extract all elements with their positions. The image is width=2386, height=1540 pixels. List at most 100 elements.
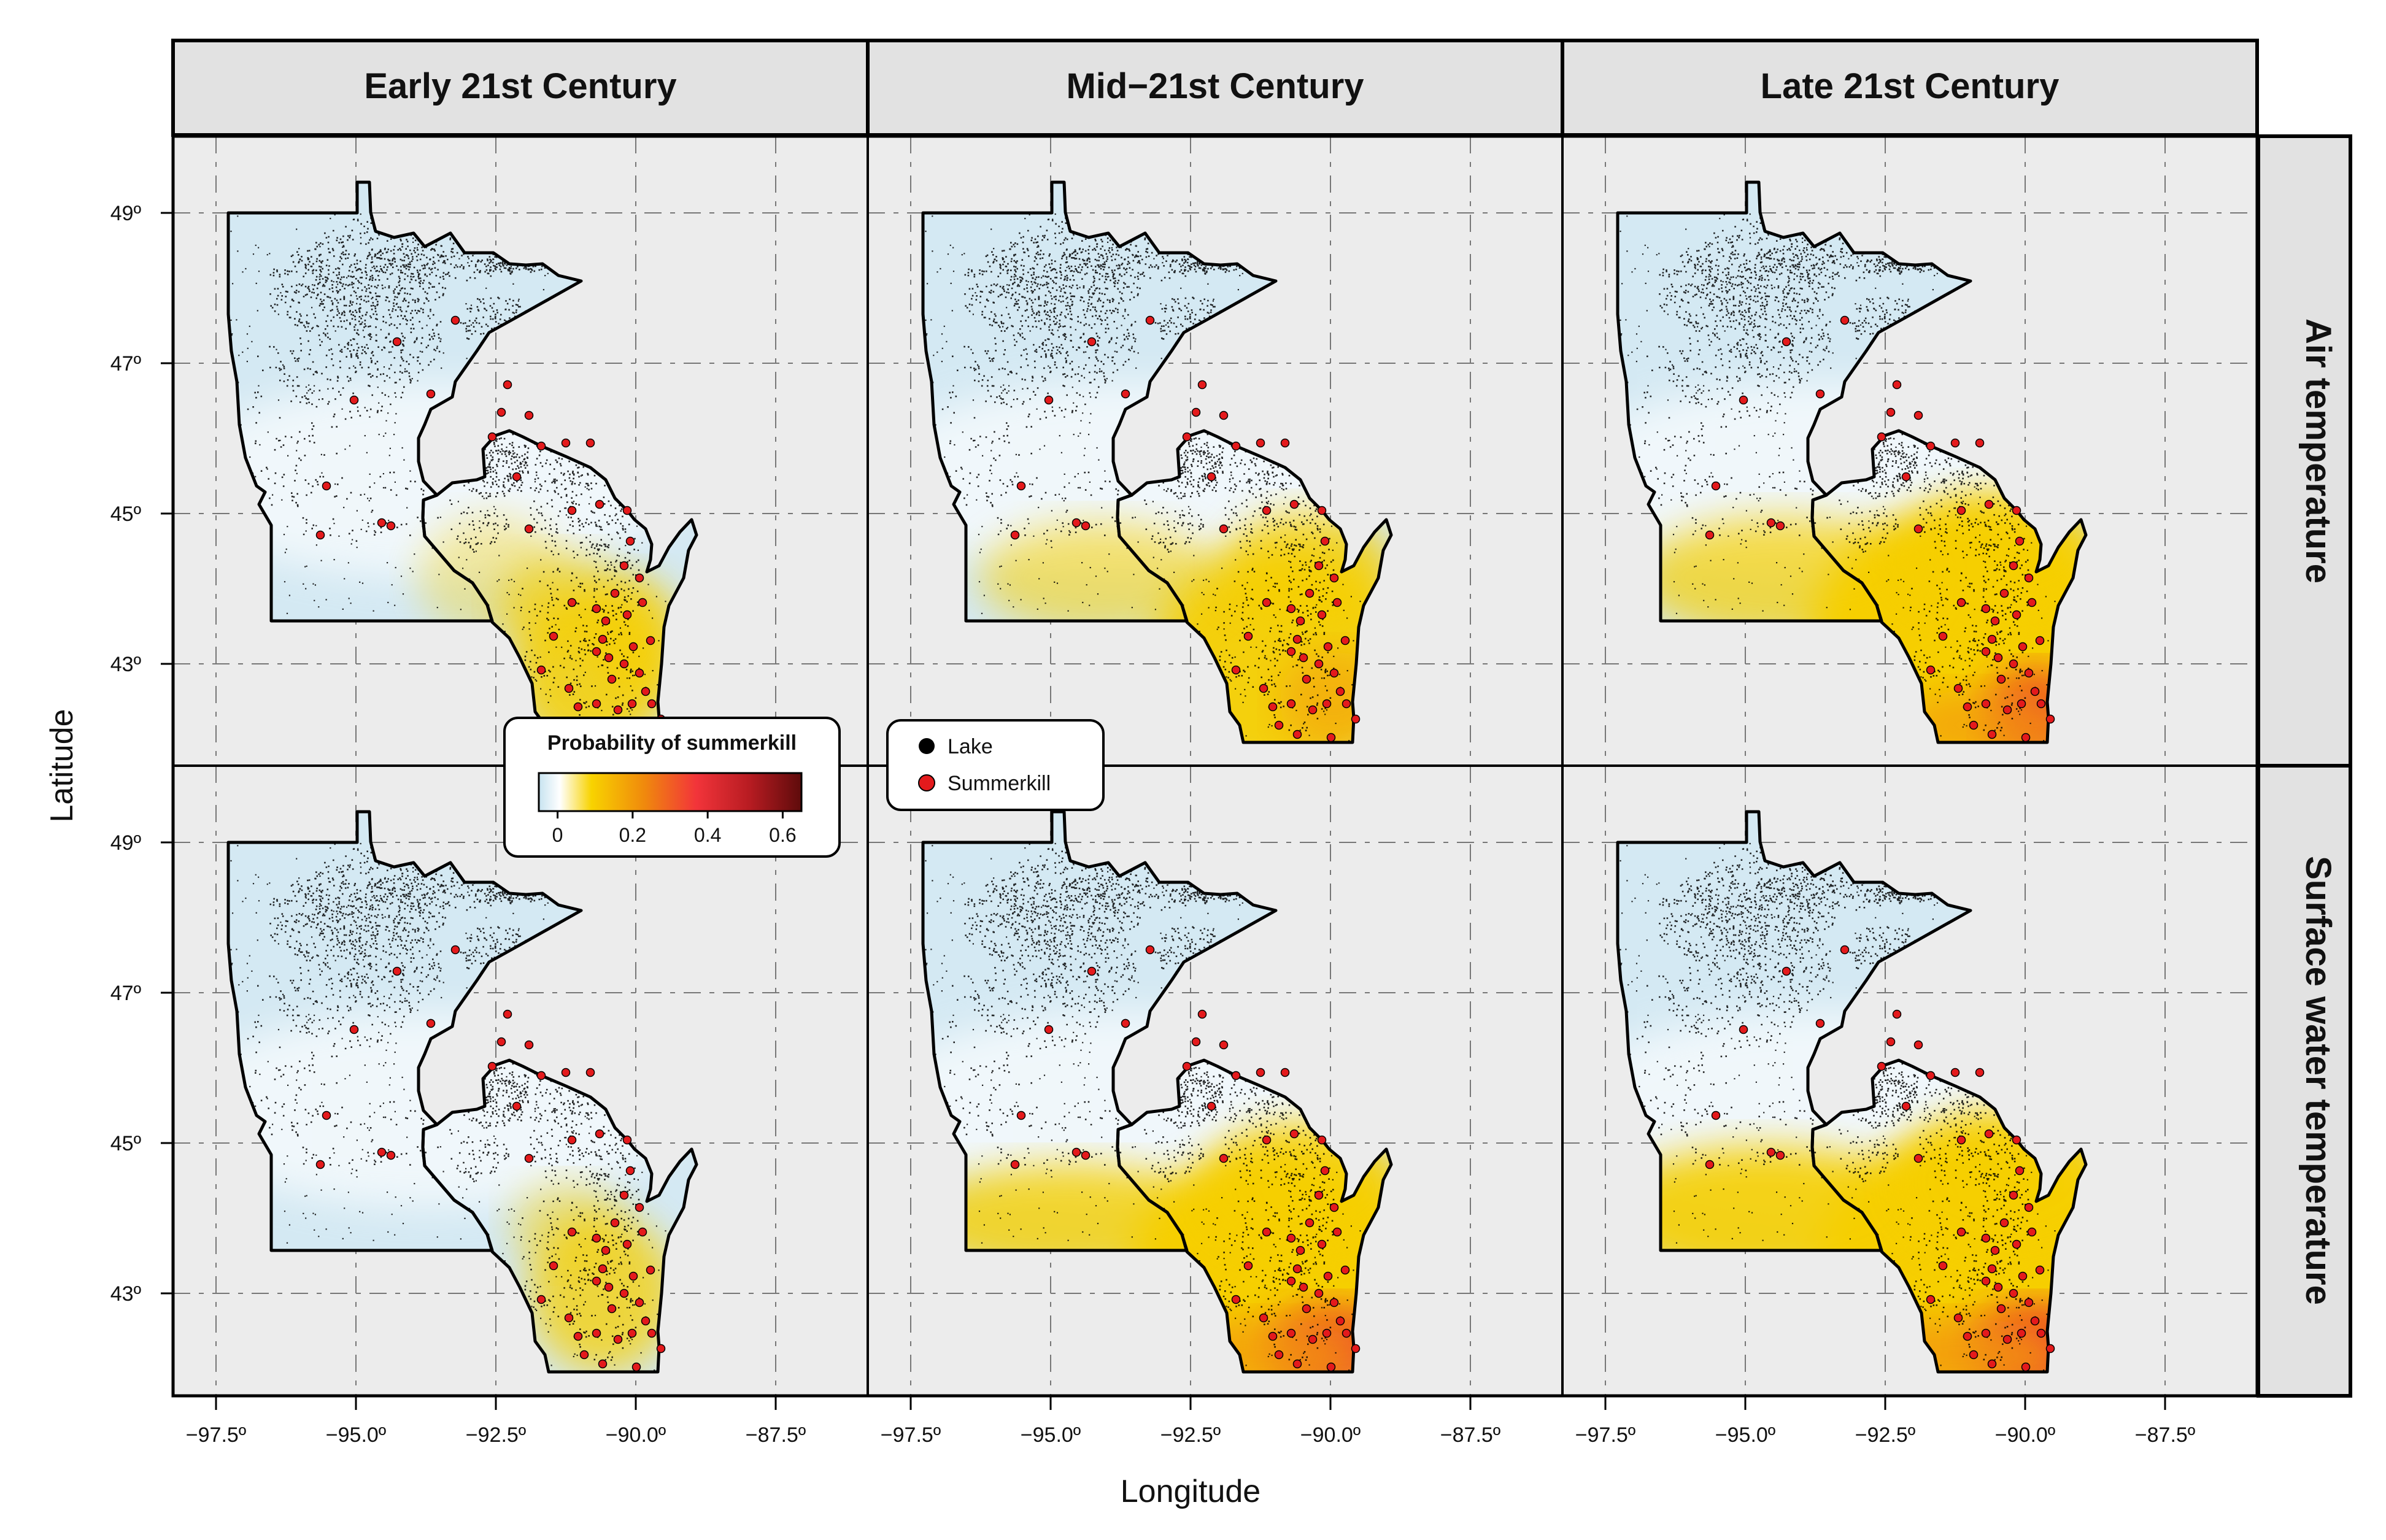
summerkill-point — [1969, 720, 1979, 730]
summerkill-point — [2018, 1271, 2028, 1281]
summerkill-point — [1963, 1331, 1972, 1341]
summerkill-point — [1262, 1227, 1272, 1237]
point-legend: Lake Summerkill — [886, 719, 1105, 811]
summerkill-point — [2024, 1298, 2034, 1307]
summerkill-point — [1320, 536, 1330, 546]
summerkill-point — [622, 1239, 632, 1249]
summerkill-point — [1289, 499, 1299, 509]
summerkill-point — [2017, 1328, 2026, 1338]
summerkill-point — [598, 634, 608, 644]
summerkill-point — [592, 1328, 601, 1338]
summerkill-point — [2012, 1239, 2021, 1249]
summerkill-point — [322, 1111, 331, 1120]
x-tick-label: −97.5º — [186, 1423, 246, 1447]
summerkill-point — [1999, 588, 2009, 598]
summerkill-point — [2015, 1166, 2025, 1176]
summerkill-point — [1317, 1239, 1327, 1249]
colorbar-tick-label: 0.6 — [769, 824, 796, 846]
x-tick-label: −87.5º — [746, 1423, 806, 1447]
y-axis-title: Latitude — [44, 709, 80, 822]
summerkill-point — [524, 410, 534, 420]
summerkill-point — [1121, 389, 1130, 399]
summerkill-point — [1219, 524, 1229, 534]
summerkill-point — [635, 1203, 644, 1212]
summerkill-point — [1990, 1245, 2000, 1255]
summerkill-point — [1996, 1304, 2006, 1314]
summerkill-point — [1766, 518, 1776, 528]
summerkill-point — [564, 1313, 574, 1323]
x-tick-label: −90.0º — [1995, 1423, 2055, 1447]
summerkill-point — [1892, 380, 1902, 390]
summerkill-point — [1981, 699, 1991, 709]
summerkill-point — [377, 1147, 387, 1157]
summerkill-point — [638, 1227, 647, 1237]
summerkill-point — [2009, 659, 2018, 669]
summerkill-point — [646, 636, 655, 645]
legend-label-summerkill: Summerkill — [948, 772, 1051, 795]
summerkill-point — [496, 1037, 506, 1047]
wisconsin-outline — [1116, 1058, 1393, 1374]
summerkill-point — [2036, 699, 2046, 709]
summerkill-point — [426, 1018, 436, 1028]
state-map — [921, 810, 1393, 1374]
summerkill-point — [1231, 1071, 1241, 1080]
summerkill-point — [1950, 1068, 1960, 1077]
summerkill-point — [2009, 561, 2018, 571]
summerkill-point — [567, 1135, 577, 1145]
summerkill-point — [2045, 714, 2055, 724]
summerkill-point — [1326, 1362, 1336, 1372]
summerkill-point — [1815, 389, 1825, 399]
summerkill-point — [1286, 699, 1296, 709]
wisconsin-outline — [421, 1058, 698, 1374]
summerkill-point — [2021, 1362, 2031, 1372]
summerkill-point — [1953, 683, 1963, 693]
summerkill-point — [592, 699, 601, 709]
summerkill-point — [377, 518, 387, 528]
summerkill-point — [1332, 598, 1342, 607]
summerkill-point — [1268, 1331, 1278, 1341]
summerkill-point — [1016, 481, 1026, 491]
summerkill-point — [1987, 634, 1997, 644]
summerkill-point — [1956, 506, 1966, 515]
summerkill-point — [1322, 699, 1332, 709]
y-tick-label: 43º — [110, 653, 141, 676]
summerkill-point — [619, 1288, 629, 1298]
summerkill-point — [322, 481, 331, 491]
summerkill-point — [1219, 1153, 1229, 1163]
y-tick-label: 49º — [110, 202, 141, 225]
summerkill-point — [1274, 1350, 1284, 1360]
summerkill-point — [1243, 1261, 1253, 1271]
summerkill-point — [349, 1025, 359, 1034]
summerkill-point — [619, 659, 629, 669]
summerkill-point — [2035, 636, 2045, 645]
summerkill-point — [1317, 610, 1327, 620]
summerkill-point — [536, 1295, 546, 1304]
summerkill-point — [1302, 674, 1311, 684]
summerkill-point — [1815, 1018, 1825, 1028]
map-panel — [173, 136, 868, 766]
map-panel — [868, 136, 1562, 766]
summerkill-point — [592, 647, 601, 656]
summerkill-point — [1969, 1350, 1979, 1360]
summerkill-point — [1901, 1101, 1911, 1111]
summerkill-point — [1314, 1288, 1324, 1298]
summerkill-point — [1323, 642, 1333, 652]
lake-legend-marker — [919, 738, 935, 754]
summerkill-point — [1207, 1101, 1216, 1111]
summerkill-point — [567, 1227, 577, 1237]
summerkill-points — [1705, 945, 2055, 1372]
x-tick-label: −90.0º — [606, 1423, 666, 1447]
summerkill-point — [1256, 438, 1265, 448]
x-tick-label: −90.0º — [1300, 1423, 1361, 1447]
summerkill-point — [1775, 521, 1785, 531]
summerkill-point — [1886, 1037, 1896, 1047]
summerkill-point — [1329, 573, 1339, 583]
summerkill-point — [561, 438, 571, 448]
summerkill-point — [1956, 1135, 1966, 1145]
summerkill-point — [386, 1150, 396, 1160]
summerkill-point — [1317, 506, 1327, 515]
summerkill-point — [1308, 705, 1318, 715]
summerkill-point — [613, 705, 623, 715]
summerkill-point — [1197, 1009, 1207, 1019]
